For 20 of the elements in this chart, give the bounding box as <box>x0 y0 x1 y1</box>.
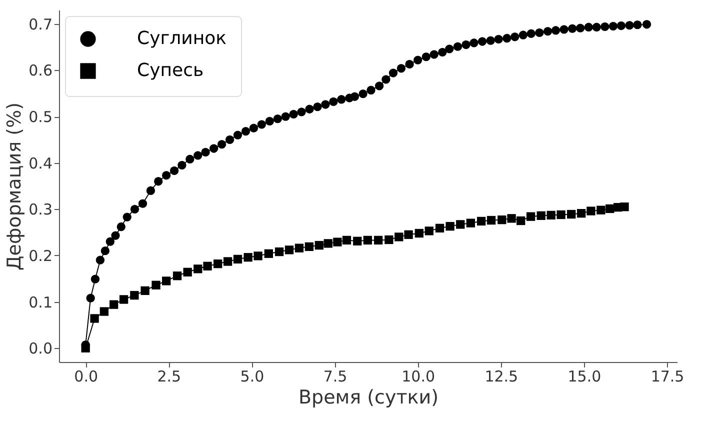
y-tick-label: 0.7 <box>28 15 52 34</box>
x-tick-label: 10.0 <box>402 368 436 386</box>
y-tick-label: 0.6 <box>28 62 52 80</box>
x-tick-label: 7.5 <box>323 368 348 386</box>
y-tick-label: 0.0 <box>28 340 52 358</box>
y-tick-label: 0.4 <box>28 154 52 172</box>
y-axis-title: Деформация (%) <box>4 102 26 271</box>
x-axis-title: Время (сутки) <box>298 386 438 408</box>
x-tick-label: 12.5 <box>484 368 518 386</box>
y-tick-label: 0.1 <box>28 293 52 312</box>
x-tick-label: 17.5 <box>650 368 684 386</box>
y-tick-label: 0.2 <box>28 246 52 265</box>
legend-label: Супесь <box>137 60 204 81</box>
x-tick-label: 0.0 <box>74 368 98 386</box>
x-tick-label: 5.0 <box>240 368 264 386</box>
x-tick-label: 2.5 <box>157 368 182 386</box>
legend-label: Суглинок <box>137 28 227 49</box>
y-tick-label: 0.5 <box>28 108 52 126</box>
x-tick-label: 15.0 <box>568 368 602 386</box>
y-tick-label: 0.3 <box>28 200 52 219</box>
